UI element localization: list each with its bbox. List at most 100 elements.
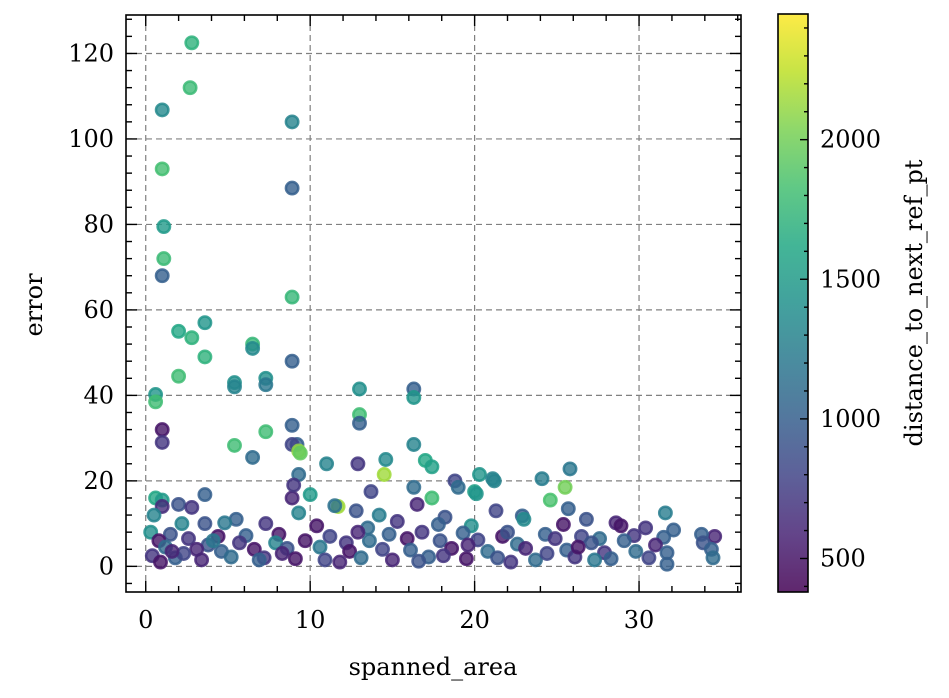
data-point [174,516,190,532]
colorbar-tick-label: 2000 [820,126,881,154]
colorbar-tick-label: 500 [820,544,866,572]
data-point [184,35,200,51]
data-point [171,496,187,512]
data-point [154,434,170,450]
data-point [197,487,213,503]
data-point [705,550,721,566]
data-point [583,535,599,551]
data-point [603,551,619,567]
data-point [322,528,338,544]
colorbar-ticks: 500 1000 1500 2000 [800,27,881,588]
data-point [352,415,367,431]
data-point [245,340,261,356]
data-point [319,456,335,472]
data-point [284,353,300,369]
data-point [154,422,170,438]
y-tick-label: 0 [99,552,114,580]
data-point [460,537,476,553]
data-point [488,503,504,519]
data-point [376,467,392,482]
data-point [227,379,242,395]
data-point [258,424,274,440]
data-point [468,486,484,502]
data-point [245,449,261,465]
data-point [361,533,377,549]
data-point [406,479,422,495]
x-tick-label: 10 [295,606,326,634]
data-point [217,515,233,531]
data-point [371,507,387,523]
data-point [309,518,325,534]
data-point [411,553,427,569]
data-point [171,323,187,339]
data-point [156,219,172,235]
data-point [486,473,502,489]
data-point [251,552,267,568]
data-point [302,487,318,503]
data-point [171,368,187,384]
data-point [350,524,366,540]
x-tick-label: 0 [138,606,153,634]
data-point [406,437,422,452]
data-point [375,541,390,557]
data-point [197,516,213,532]
data-point [381,526,397,542]
y-tick-label: 80 [83,210,114,238]
y-tick-label: 60 [83,296,114,324]
data-point [666,522,682,538]
data-point [587,552,603,568]
data-point [424,459,440,475]
data-point [182,80,198,96]
x-tick-label: 20 [459,606,490,634]
data-point [353,550,369,566]
data-point [284,417,300,433]
colorbar [778,14,808,592]
data-point [707,528,723,544]
data-point [154,161,170,177]
data-point [284,490,300,506]
data-point [516,511,532,527]
colorbar-tick-label: 1500 [820,265,881,293]
data-point [638,520,654,536]
colorbar-tick-label: 1000 [820,405,881,433]
data-point [287,551,303,567]
data-point [258,377,274,393]
y-tick-label: 120 [68,39,114,67]
data-point [292,445,308,461]
data-point [450,479,466,495]
data-point [350,456,366,472]
data-point [628,543,644,559]
data-point [641,550,657,566]
data-point [154,102,170,118]
data-point [284,114,300,130]
data-point [435,548,451,564]
data-point [154,268,170,284]
data-point [657,505,673,521]
data-point [363,484,379,500]
data-point [616,533,632,549]
data-point [539,546,555,561]
data-point [286,477,302,493]
data-point [555,517,571,532]
data-point [472,467,487,482]
data-point [197,315,213,331]
data-point [528,552,543,568]
y-tick-label: 40 [83,381,114,409]
data-point [146,507,162,523]
data-point [162,526,178,542]
data-point [153,554,168,570]
x-axis-title: spanned_area [349,653,518,681]
grid-lines [126,15,741,592]
data-point [518,540,534,556]
data-point [430,517,446,532]
data-point [490,550,506,566]
data-point [384,552,400,568]
data-point [562,461,578,477]
data-point [184,499,200,515]
data-point [378,452,394,467]
data-point [613,518,629,534]
plot-frame [125,14,742,593]
axis-ticks [126,15,741,592]
